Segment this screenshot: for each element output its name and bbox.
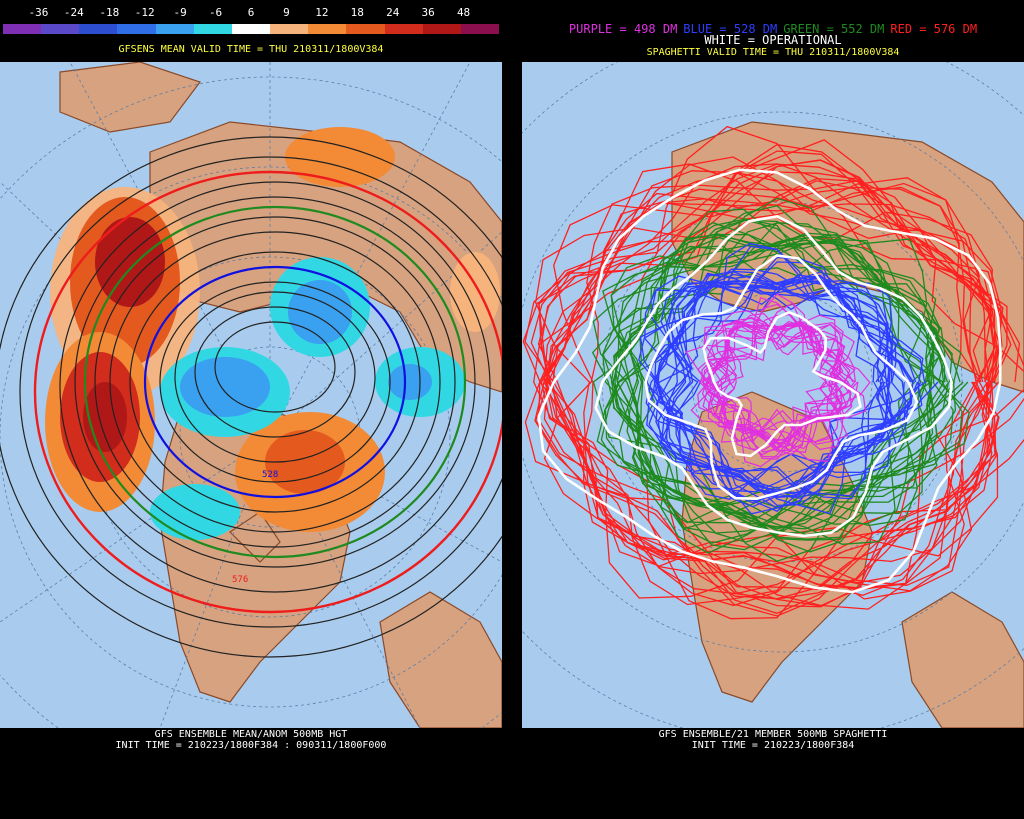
- ensemble-member-contour: [602, 222, 940, 525]
- mean-footer-title: GFS ENSEMBLE MEAN/ANOM 500MB HGT: [154, 729, 348, 740]
- ensemble-member-contour: [534, 177, 1024, 610]
- legend-purple: PURPLE = 498 DM: [568, 22, 678, 36]
- legend-tick-label: 48: [456, 6, 471, 19]
- legend-blue: BLUE = 528 DM: [683, 22, 778, 36]
- mean-anomaly-map: 528 576: [0, 62, 502, 728]
- legend-swatch: [41, 24, 80, 34]
- legend-green: GREEN = 552 DM: [783, 22, 885, 36]
- operational-contour: [702, 311, 862, 458]
- ensemble-member-contour: [644, 271, 927, 515]
- ensemble-member-contour: [697, 314, 847, 452]
- ensemble-member-contour: [667, 280, 907, 494]
- legend-tick-label: -18: [99, 6, 120, 19]
- legend-swatch: [155, 24, 194, 34]
- mean-footer-init: INIT TIME = 210223/1800F384 : 090311/180…: [115, 740, 387, 751]
- ensemble-member-contour: [610, 233, 934, 543]
- legend-swatch: [384, 24, 423, 34]
- spaghetti-valid-time-title: SPAGHETTI VALID TIME = THU 210311/1800V3…: [646, 47, 900, 58]
- ensemble-member-contour: [612, 221, 937, 551]
- ensemble-member-contour: [616, 218, 940, 544]
- spaghetti-footer-title: GFS ENSEMBLE/21 MEMBER 500MB SPAGHETTI: [658, 729, 888, 740]
- anomaly-color-bar: [3, 24, 500, 34]
- legend-tick-label: 24: [386, 6, 400, 19]
- ensemble-member-contour: [706, 321, 851, 450]
- operational-contour: [537, 168, 1002, 594]
- legend-tick-label: -12: [134, 6, 155, 19]
- ensemble-member-contour: [535, 186, 999, 600]
- operational-contour: [644, 254, 919, 501]
- ensemble-member-contour: [617, 234, 945, 536]
- legend-swatch: [270, 24, 309, 34]
- spaghetti-legend: PURPLE = 498 DM BLUE = 528 DM GREEN = 552 …: [522, 22, 1024, 36]
- legend-swatch: [117, 24, 156, 34]
- legend-tick-label: -9: [173, 6, 187, 19]
- ensemble-member-contour: [703, 321, 871, 456]
- ensemble-member-contour: [708, 325, 857, 445]
- spaghetti-panel: PURPLE = 498 DM BLUE = 528 DM GREEN = 552 …: [522, 0, 1024, 819]
- ensemble-member-contour: [656, 270, 893, 504]
- contour-576: [33, 170, 502, 614]
- contour-552: [83, 205, 467, 559]
- legend-tick-label: 9: [283, 6, 290, 19]
- legend-swatch: [460, 24, 500, 34]
- ensemble-member-contour: [537, 171, 1012, 596]
- legend-swatch: [193, 24, 232, 34]
- legend-swatch: [422, 24, 461, 34]
- height-contours: [0, 136, 502, 658]
- mean-map-svg: 528 576: [0, 62, 502, 728]
- legend-tick-label: 18: [350, 6, 364, 19]
- ensemble-member-contour: [538, 150, 996, 586]
- mean-valid-time-title: GFSENS MEAN VALID TIME = THU 210311/1800…: [118, 44, 384, 55]
- operational-contour: [594, 215, 953, 538]
- spaghetti-footer-init: INIT TIME = 210223/1800F384: [691, 740, 855, 751]
- ensemble-member-contour: [648, 277, 912, 493]
- anomaly-legend-labels: -36 -24 -18 -12 -9 -6 6 9 12 18 24 36 48: [0, 6, 502, 20]
- legend-swatch: [3, 24, 42, 34]
- ensemble-member-contour: [533, 125, 1003, 599]
- spaghetti-contours: [522, 125, 1024, 620]
- legend-swatch: [231, 24, 271, 34]
- panel-divider: [502, 0, 522, 819]
- spaghetti-map: [522, 62, 1024, 728]
- legend-tick-label: 36: [421, 6, 435, 19]
- ensemble-member-contour: [534, 186, 996, 614]
- contour-label-528: 528: [262, 470, 278, 480]
- ensemble-member-contour: [604, 236, 954, 528]
- ensemble-member-contour: [646, 245, 894, 490]
- ensemble-member-contour: [653, 270, 889, 508]
- legend-tick-label: -24: [63, 6, 84, 19]
- legend-tick-label: -6: [208, 6, 223, 19]
- ensemble-member-contour: [702, 297, 849, 445]
- legend-tick-label: 12: [315, 6, 329, 19]
- legend-swatch: [308, 24, 347, 34]
- legend-swatch: [79, 24, 118, 34]
- ensemble-mean-panel: -36 -24 -18 -12 -9 -6 6 9 12 18 24 36 48 GFSENS MEAN…: [0, 0, 502, 819]
- ensemble-member-contour: [645, 279, 893, 509]
- legend-white: WHITE = OPERATIONAL: [704, 33, 842, 47]
- legend-tick-label: -36: [28, 6, 49, 19]
- ensemble-member-contour: [543, 179, 1024, 590]
- legend-swatch: [346, 24, 385, 34]
- ensemble-member-contour: [522, 144, 996, 592]
- legend-tick-label: 6: [247, 6, 255, 19]
- spaghetti-map-svg: [522, 62, 1024, 728]
- ensemble-member-contour: [540, 163, 998, 584]
- ensemble-member-contour: [702, 321, 853, 442]
- contour-label-576: 576: [232, 575, 248, 585]
- contour-528: [143, 265, 407, 499]
- ensemble-member-contour: [626, 242, 955, 535]
- ensemble-member-contour: [592, 221, 946, 545]
- legend-red: RED = 576 DM: [890, 22, 978, 36]
